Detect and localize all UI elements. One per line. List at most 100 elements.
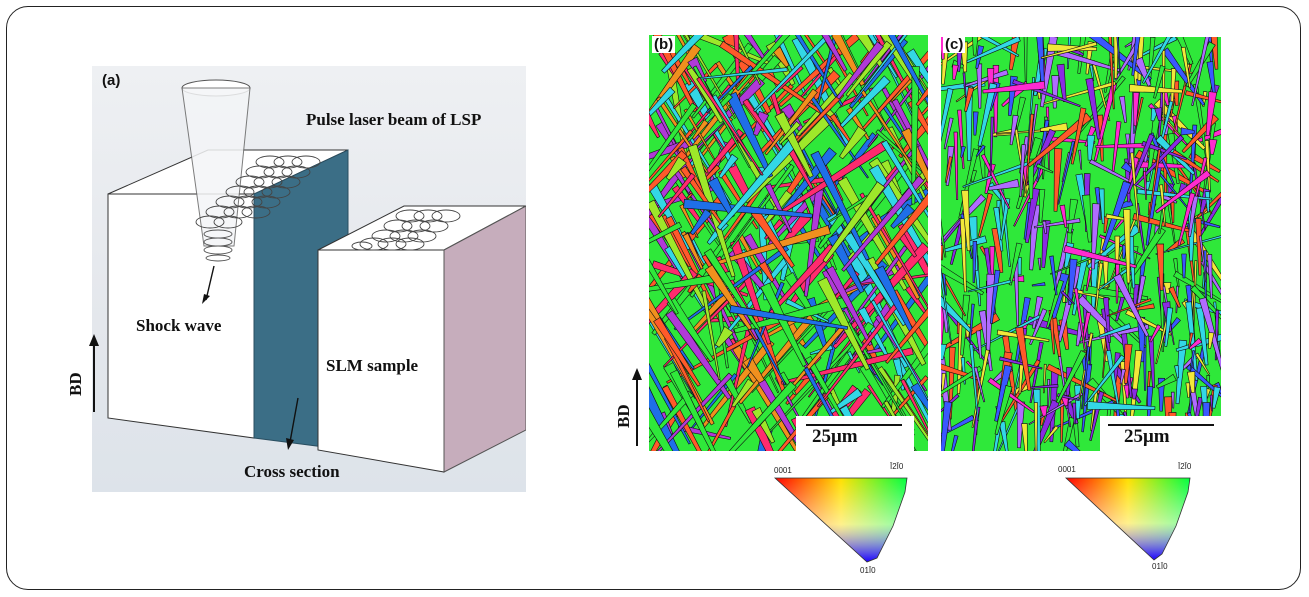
grain bbox=[1174, 365, 1180, 379]
slm-sample-label: SLM sample bbox=[326, 356, 419, 375]
grain bbox=[941, 401, 953, 451]
grain bbox=[1119, 95, 1127, 123]
grain bbox=[1154, 107, 1162, 122]
grain bbox=[1188, 337, 1203, 350]
grain bbox=[1081, 194, 1092, 243]
grain bbox=[944, 156, 953, 183]
grain bbox=[665, 308, 732, 400]
grain bbox=[718, 153, 739, 179]
grain bbox=[1108, 37, 1115, 110]
grain bbox=[731, 378, 755, 408]
grain bbox=[690, 208, 712, 236]
grain bbox=[1209, 138, 1218, 155]
grain bbox=[1155, 235, 1221, 255]
ipf-label-0001-c: 0001 bbox=[1058, 465, 1076, 474]
grain bbox=[1039, 405, 1048, 417]
grain bbox=[973, 366, 986, 403]
grain bbox=[825, 265, 873, 347]
grain bbox=[977, 82, 998, 147]
grain bbox=[998, 421, 1009, 451]
grain bbox=[1195, 307, 1209, 366]
grain bbox=[881, 139, 928, 219]
grain bbox=[943, 117, 954, 150]
grain bbox=[691, 119, 709, 140]
grain bbox=[1116, 37, 1121, 75]
grain bbox=[1195, 218, 1202, 276]
grain bbox=[1207, 254, 1213, 299]
grain bbox=[964, 86, 975, 112]
schematic-panel: (a) bbox=[92, 66, 526, 492]
panel-b-label: (b) bbox=[652, 36, 676, 53]
grain bbox=[1027, 112, 1092, 168]
grain bbox=[1059, 204, 1068, 228]
grain bbox=[999, 189, 1011, 268]
grain bbox=[977, 192, 993, 237]
grain bbox=[1130, 152, 1141, 233]
ipf-label-0110-b: 01Ī0 bbox=[860, 566, 876, 575]
grain bbox=[870, 299, 928, 401]
scale-label-c: 25μm bbox=[1124, 426, 1170, 447]
grain bbox=[1175, 339, 1188, 405]
grain bbox=[649, 407, 674, 451]
ipf-label-0110-c: 01Ī0 bbox=[1152, 562, 1168, 571]
grain bbox=[1148, 335, 1155, 389]
grain bbox=[735, 35, 791, 92]
laser-beam-label: Pulse laser beam of LSP bbox=[306, 110, 482, 129]
grain bbox=[986, 273, 996, 354]
grain bbox=[1029, 308, 1048, 345]
grain bbox=[1098, 188, 1105, 225]
grain bbox=[885, 307, 928, 364]
panel-a-label: (a) bbox=[102, 72, 121, 89]
grain bbox=[1153, 65, 1166, 99]
grain bbox=[993, 206, 1004, 252]
grain bbox=[661, 385, 702, 451]
grain bbox=[1111, 121, 1122, 172]
grain bbox=[910, 382, 928, 411]
grain bbox=[1180, 127, 1195, 136]
grain bbox=[1029, 103, 1039, 154]
grain bbox=[852, 35, 908, 103]
grain bbox=[1113, 37, 1119, 79]
grain bbox=[1024, 187, 1040, 244]
grain bbox=[1068, 258, 1078, 306]
grain bbox=[1164, 307, 1174, 347]
grain bbox=[1047, 43, 1097, 52]
lsp-spots-left bbox=[195, 155, 321, 229]
grain bbox=[1102, 297, 1111, 343]
grain bbox=[972, 37, 979, 56]
lsp-spots-right bbox=[351, 209, 461, 251]
grain bbox=[1009, 114, 1019, 146]
grain bbox=[1156, 243, 1165, 291]
grain bbox=[1056, 350, 1087, 404]
grain bbox=[744, 406, 774, 451]
grain bbox=[774, 111, 814, 178]
grain bbox=[1021, 423, 1028, 451]
grain bbox=[941, 88, 954, 143]
grain bbox=[1205, 91, 1218, 137]
grain bbox=[975, 144, 986, 158]
grain bbox=[1123, 209, 1131, 284]
grain bbox=[1070, 107, 1087, 165]
panel-c-label: (c) bbox=[943, 36, 966, 53]
grain bbox=[1170, 391, 1175, 409]
grain bbox=[887, 35, 928, 105]
grain bbox=[1204, 191, 1210, 213]
grain bbox=[911, 66, 920, 205]
grain bbox=[1181, 253, 1187, 279]
grain bbox=[649, 86, 676, 118]
grain bbox=[682, 232, 704, 270]
grain bbox=[941, 343, 947, 361]
ipf-label-2110-c: Ī2Ī0 bbox=[1178, 462, 1192, 471]
grain bbox=[683, 108, 716, 160]
grain bbox=[960, 145, 966, 158]
grain bbox=[967, 279, 1012, 293]
grain bbox=[968, 303, 975, 344]
grain bbox=[1037, 257, 1042, 271]
grain bbox=[1155, 169, 1212, 214]
figure-frame bbox=[6, 6, 1301, 590]
grain bbox=[1141, 140, 1188, 161]
grain bbox=[1039, 122, 1068, 132]
grain bbox=[1081, 346, 1091, 410]
grain bbox=[649, 258, 679, 315]
grain bbox=[839, 125, 867, 160]
